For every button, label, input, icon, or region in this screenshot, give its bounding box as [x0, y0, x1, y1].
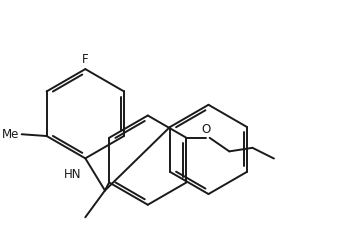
Text: HN: HN — [64, 168, 82, 181]
Text: Me: Me — [2, 128, 19, 141]
Text: O: O — [201, 123, 211, 136]
Text: F: F — [82, 53, 89, 66]
